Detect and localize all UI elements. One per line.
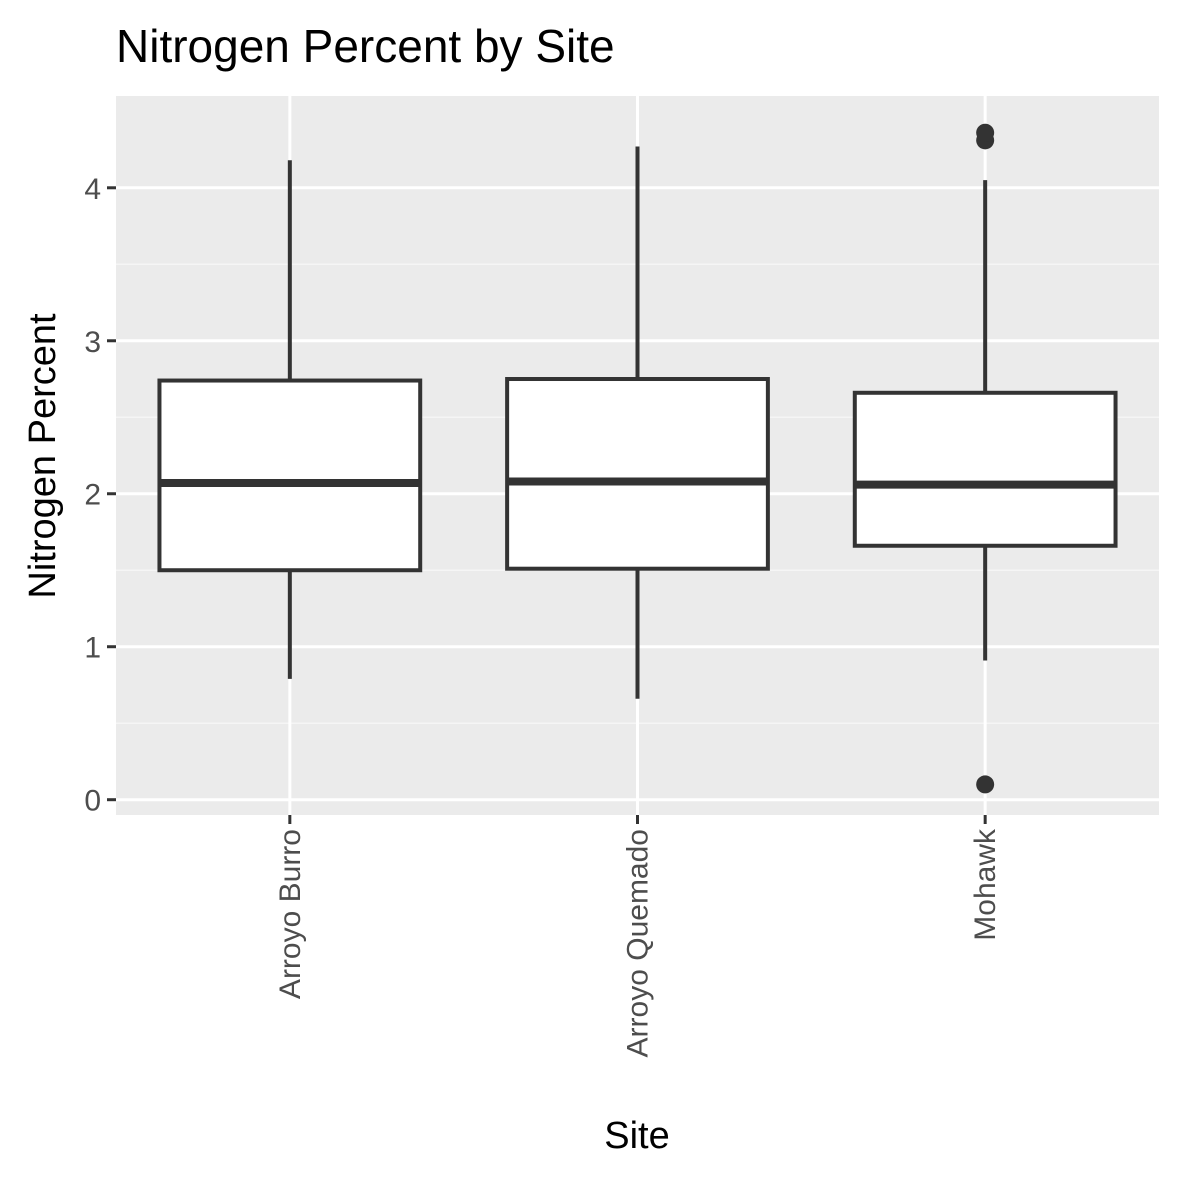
- box-group: [505, 146, 770, 699]
- x-tick-label: Arroyo Quemado: [622, 829, 655, 1057]
- box-iqr: [505, 377, 770, 571]
- x-tick-label: Arroyo Burro: [274, 829, 307, 999]
- x-tick-label: Mohawk: [969, 828, 1002, 941]
- box-iqr: [157, 378, 423, 573]
- outlier-point: [976, 123, 995, 142]
- chart-title: Nitrogen Percent by Site: [116, 20, 615, 72]
- y-tick-label: 0: [84, 785, 101, 818]
- box-series: [157, 123, 1118, 794]
- y-tick-label: 1: [84, 632, 101, 665]
- box-group: [157, 160, 423, 679]
- box-iqr: [852, 390, 1118, 548]
- y-tick-label: 3: [84, 326, 101, 359]
- outlier-point: [976, 775, 995, 794]
- y-tick-label: 4: [84, 173, 101, 206]
- y-tick-label: 2: [84, 479, 101, 512]
- box-group: [852, 123, 1118, 794]
- y-axis-title: Nitrogen Percent: [22, 313, 64, 599]
- axes: 0 1 2 3 4 Arroyo Burro Arroyo Quemado Mohawk: [84, 173, 1002, 1058]
- x-axis-title: Site: [604, 1115, 669, 1157]
